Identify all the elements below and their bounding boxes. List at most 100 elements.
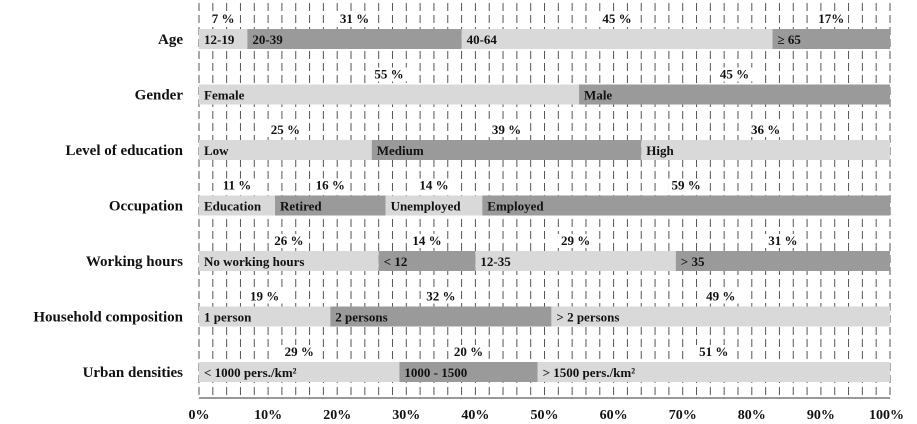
x-tick-label: 80%: [738, 408, 766, 423]
bar-segment: [199, 251, 379, 271]
bar-segment: [199, 140, 372, 160]
segment-label: Medium: [377, 143, 424, 158]
value-label-bg: [422, 289, 459, 304]
segment-label: Retired: [280, 199, 322, 214]
segment-label: < 12: [384, 254, 408, 269]
x-tick-label: 40%: [461, 408, 489, 423]
category-label: Gender: [135, 88, 184, 104]
x-tick-label: 20%: [323, 408, 351, 423]
bar-segment: [378, 251, 476, 271]
value-label: 16 %: [316, 178, 345, 193]
segment-label: No working hours: [204, 254, 304, 269]
value-label: 7 %: [212, 11, 235, 26]
segment-label: Employed: [487, 199, 544, 214]
segment-label: 20-39: [252, 32, 283, 47]
bar-segment: [772, 29, 890, 49]
bar-segment: [199, 29, 248, 49]
value-label: 45 %: [602, 11, 631, 26]
value-label: 19 %: [250, 289, 279, 304]
bar-segment: [199, 195, 276, 216]
bar-segment: [247, 29, 462, 49]
value-label: 14 %: [419, 178, 448, 193]
bar-segment: [579, 84, 890, 105]
bar-segment: [537, 362, 890, 382]
segment-label: ≥ 65: [778, 32, 802, 47]
category-label: Urban densities: [83, 365, 184, 381]
bar-segment: [385, 195, 483, 216]
value-label-bg: [747, 123, 784, 137]
segment-label: > 2 persons: [556, 310, 619, 325]
bar-segment: [641, 140, 890, 160]
bar-segment: [330, 306, 552, 327]
value-label: 25 %: [271, 122, 300, 137]
segment-label: > 35: [681, 254, 705, 269]
value-label-bg: [246, 289, 283, 304]
x-tick-label: 90%: [807, 408, 835, 423]
value-label-bg: [702, 289, 739, 304]
value-label: 59 %: [672, 178, 701, 193]
segment-label: 1 person: [204, 310, 252, 325]
segment-label: Education: [204, 199, 262, 214]
bar-segment: [551, 306, 890, 327]
value-label-bg: [557, 234, 594, 248]
x-axis: 0% 10% 20% 30% 40% 50% 60% 70% 80% 90% 100%: [189, 397, 904, 423]
bar-segment: [399, 362, 538, 382]
bar-segment: [461, 29, 773, 49]
value-label: 51 %: [699, 344, 728, 359]
x-tick-label: 70%: [669, 408, 697, 423]
segment-label: 40-64: [467, 32, 498, 47]
bar-segment: [675, 251, 890, 271]
value-label-bg: [695, 345, 732, 359]
value-label-bg: [270, 234, 307, 248]
segment-label: Female: [204, 88, 245, 103]
bar-segment: [199, 84, 580, 105]
value-label: 29 %: [285, 344, 314, 359]
segment-label: 2 persons: [335, 310, 387, 325]
segment-label: Male: [584, 88, 612, 103]
value-label-bg: [668, 178, 705, 193]
value-label-bg: [281, 345, 318, 359]
segment-label: 1000 - 1500: [404, 365, 467, 380]
bar-segment: [371, 140, 642, 160]
segment-label: 12-35: [480, 254, 511, 269]
segment-label: Low: [204, 143, 229, 158]
value-label: 36 %: [751, 122, 780, 137]
value-label: 32 %: [426, 289, 455, 304]
x-tick-label: 0%: [189, 408, 210, 423]
value-label: 17%: [818, 11, 844, 26]
x-tick-label: 100%: [869, 408, 904, 423]
x-tick-label: 10%: [254, 408, 282, 423]
segment-label: Unemployed: [391, 199, 462, 214]
value-label: 20 %: [454, 344, 483, 359]
category-label: Household composition: [33, 310, 183, 326]
bar-segment: [199, 362, 400, 382]
value-label-bg: [336, 12, 373, 26]
category-labels: Age Gender Level of education Occupation Wor…: [33, 32, 183, 381]
value-label: 14 %: [412, 233, 441, 248]
value-label-bg: [409, 234, 446, 248]
segment-label: High: [646, 143, 674, 158]
value-label: 49 %: [706, 289, 735, 304]
value-label-bg: [208, 12, 238, 26]
category-label: Occupation: [109, 199, 184, 215]
category-label: Age: [158, 32, 183, 48]
value-label-bg: [716, 67, 753, 82]
x-tick-label: 60%: [600, 408, 628, 423]
value-label: 55 %: [374, 67, 403, 82]
value-label-bg: [764, 234, 801, 248]
value-label-bg: [488, 123, 525, 137]
value-label: 11 %: [223, 178, 252, 193]
x-tick-label: 50%: [531, 408, 559, 423]
value-label-bg: [267, 123, 304, 137]
value-label-bg: [371, 67, 408, 82]
value-label-bg: [415, 178, 452, 193]
bar-segment: [199, 306, 331, 327]
value-label: 45 %: [720, 67, 749, 82]
value-label: 31 %: [340, 11, 369, 26]
value-label-bg: [312, 178, 349, 193]
bar-segment: [275, 195, 386, 216]
segment-label: > 1500 pers./km²: [543, 365, 636, 380]
segment-label: < 1000 pers./km²: [204, 365, 297, 380]
value-label-bg: [817, 12, 846, 26]
